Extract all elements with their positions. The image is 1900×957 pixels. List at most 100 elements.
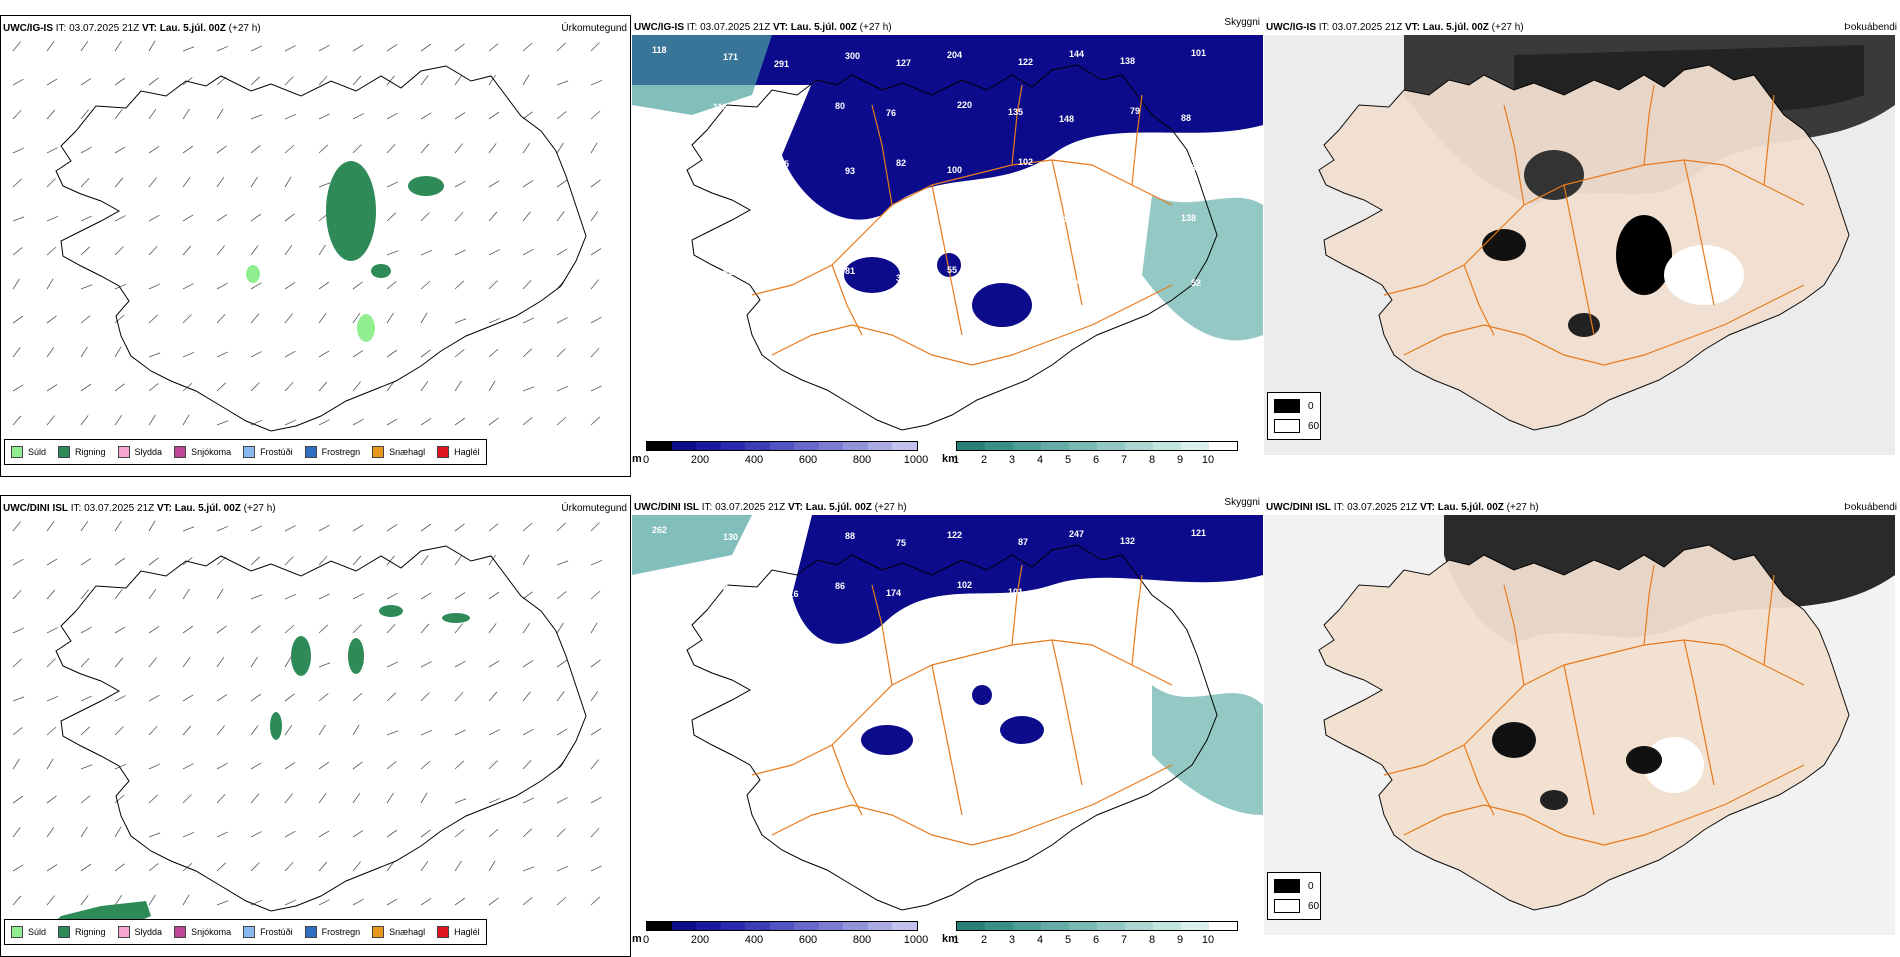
- wind-barb: [182, 694, 194, 702]
- ceiling-value: 127: [1120, 156, 1135, 166]
- wind-barb: [318, 662, 331, 668]
- wind-barb: [488, 554, 496, 566]
- ceiling-value: 52: [1191, 278, 1201, 288]
- wind-barb: [284, 176, 292, 188]
- wind-barb: [488, 380, 496, 392]
- wind-barb: [488, 860, 496, 872]
- wind-barb: [80, 764, 93, 770]
- wind-barb: [80, 558, 92, 566]
- wind-barb: [12, 147, 25, 154]
- legend-item: Frostregn: [304, 446, 360, 458]
- precip-legend: Súld Rigning Slydda Snjókoma Frostúði Frostre…: [4, 919, 487, 945]
- model-name: UWC/IG-IS: [3, 23, 53, 34]
- wind-barb: [216, 282, 228, 290]
- wind-barb: [386, 623, 396, 634]
- ceiling-value: 101: [1191, 48, 1206, 58]
- tick-label: 1: [952, 454, 960, 466]
- ceiling-value: 138: [1120, 56, 1135, 66]
- wind-barb: [114, 40, 122, 52]
- ceiling-value: 82: [896, 158, 906, 168]
- road: [751, 159, 1173, 296]
- wind-barb: [284, 899, 297, 906]
- tick-label: 3: [1008, 454, 1016, 466]
- wind-barb: [114, 894, 123, 906]
- legend-item: Slydda: [117, 446, 162, 458]
- wind-barb: [522, 248, 534, 256]
- road: [1683, 159, 1715, 306]
- precip-type-panel-top: UWC/IG-IS IT: 03.07.2025 21Z VT: Lau. 5.…: [0, 15, 631, 477]
- wind-barb: [522, 74, 530, 86]
- legend-item: Súld: [11, 926, 46, 938]
- road: [1131, 574, 1143, 666]
- wind-barb: [590, 865, 603, 872]
- wind-barb: [454, 554, 463, 566]
- wind-barb: [522, 828, 533, 838]
- legend-swatch: [437, 926, 450, 938]
- tick-label: 8: [1148, 454, 1156, 466]
- wind-barb: [46, 726, 57, 736]
- ceiling-value: 66: [784, 109, 794, 119]
- road: [931, 184, 963, 336]
- wind-barb: [318, 593, 331, 600]
- wind-barb: [420, 75, 429, 86]
- ceiling-value: 64: [652, 160, 662, 170]
- wind-barb: [80, 315, 91, 324]
- wind-barb: [148, 725, 158, 736]
- legend-swatch: [243, 446, 256, 458]
- wind-barb: [46, 826, 55, 838]
- wind-barb: [114, 246, 124, 256]
- road: [1503, 104, 1525, 206]
- wind-barb: [352, 792, 361, 804]
- wind-barb: [556, 560, 569, 566]
- wind-barb: [386, 212, 397, 222]
- wind-barb: [590, 827, 600, 838]
- wind-barb: [284, 244, 293, 256]
- tick-label: 4: [1036, 454, 1044, 466]
- legend-swatch: [58, 446, 71, 458]
- road: [1563, 184, 1595, 336]
- ceiling-value: 90: [835, 216, 845, 226]
- wind-barb: [284, 793, 293, 804]
- wind-barb: [556, 416, 567, 426]
- legend-item: Snæhagl: [372, 926, 425, 938]
- wind-barb: [80, 795, 91, 804]
- wind-barb: [488, 211, 498, 222]
- wind-barb: [318, 113, 331, 120]
- precip-legend: Súld Rigning Slydda Snjókoma Frostúði Frostre…: [4, 439, 487, 465]
- wind-barb: [454, 523, 465, 532]
- fog-legend-swatch: [1274, 419, 1300, 433]
- ceiling-value: 85: [886, 323, 896, 333]
- panel-title: Skyggni: [1224, 497, 1260, 508]
- wind-barb: [250, 656, 258, 668]
- wind-barb: [556, 728, 568, 736]
- wind-barb: [556, 591, 567, 600]
- wind-barb: [454, 180, 466, 188]
- wind-barb: [318, 182, 331, 188]
- ceiling-value: 348: [896, 273, 911, 283]
- wind-barb: [522, 691, 531, 702]
- wind-barb: [590, 690, 599, 702]
- wind-barb: [522, 897, 533, 906]
- wind-barb: [182, 145, 194, 154]
- wind-barb: [12, 247, 23, 256]
- legend-item: Snjókoma: [174, 446, 231, 458]
- wind-barb: [454, 897, 466, 906]
- wind-barb: [46, 346, 55, 358]
- road-network: [1383, 84, 1805, 366]
- wind-barb: [556, 691, 565, 702]
- legend-swatch: [58, 926, 71, 938]
- wind-barb: [284, 381, 294, 392]
- wind-barb: [80, 246, 91, 256]
- tick-label: 6: [1092, 454, 1100, 466]
- wind-barb: [488, 729, 500, 736]
- road: [1403, 284, 1805, 366]
- ceiling-value: 81: [845, 266, 855, 276]
- ceiling-value: 116: [723, 167, 738, 177]
- wind-barb: [12, 278, 20, 290]
- wind-barb: [386, 418, 398, 426]
- road: [1683, 639, 1715, 786]
- wind-barb: [182, 283, 194, 290]
- wind-barb: [488, 348, 499, 358]
- wind-barb: [46, 589, 56, 600]
- wind-barb: [386, 312, 394, 324]
